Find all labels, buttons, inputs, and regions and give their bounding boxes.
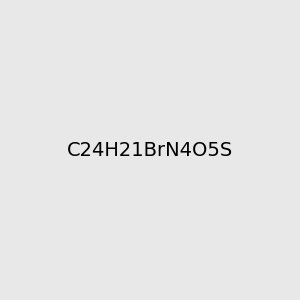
Text: C24H21BrN4O5S: C24H21BrN4O5S	[67, 140, 233, 160]
